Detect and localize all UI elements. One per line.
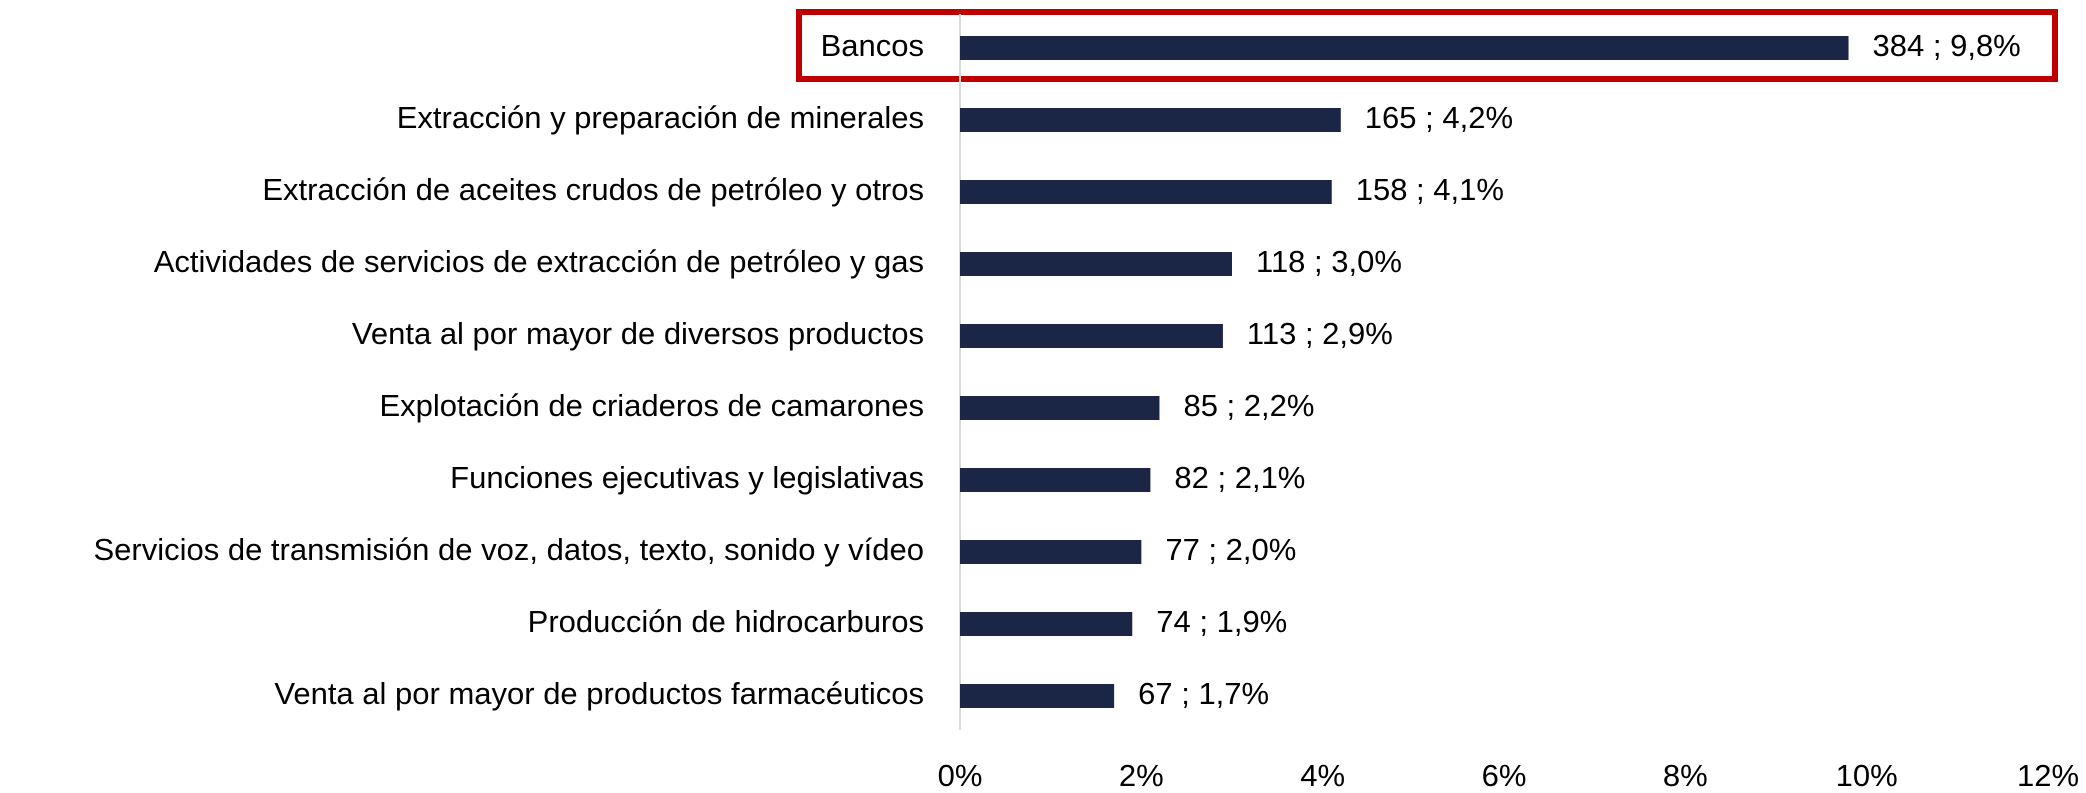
y-tick-label: Funciones ejecutivas y legislativas [450,460,924,495]
y-tick-label: Venta al por mayor de productos farmacéu… [274,676,924,711]
data-label: 165 ; 4,2% [1365,100,1513,135]
data-label: 158 ; 4,1% [1356,172,1504,207]
data-label: 118 ; 3,0% [1256,244,1402,279]
bar [960,324,1223,348]
bar [960,468,1151,492]
y-tick-label: Explotación de criaderos de camarones [379,388,924,423]
x-tick-label: 0% [938,758,983,793]
y-tick-label: Venta al por mayor de diversos productos [352,316,924,351]
data-label: 113 ; 2,9% [1247,316,1393,351]
bar [960,684,1115,708]
x-tick-label: 4% [1300,758,1345,793]
y-tick-label: Extracción y preparación de minerales [397,100,924,135]
y-tick-label: Actividades de servicios de extracción d… [154,244,924,279]
bar [960,252,1232,276]
data-label: 77 ; 2,0% [1165,532,1296,567]
bar [960,612,1133,636]
data-label: 384 ; 9,8% [1873,28,2021,63]
bar [960,180,1332,204]
y-tick-label: Bancos [821,28,924,63]
x-tick-label: 8% [1663,758,1708,793]
x-tick-label: 12% [2017,758,2079,793]
data-label: 67 ; 1,7% [1138,676,1269,711]
x-tick-label: 6% [1482,758,1527,793]
bar [960,396,1160,420]
bar [960,108,1341,132]
x-tick-label: 10% [1836,758,1898,793]
data-label: 85 ; 2,2% [1183,388,1314,423]
x-tick-label: 2% [1119,758,1164,793]
data-label: 74 ; 1,9% [1156,604,1287,639]
highlight-box [796,9,2058,82]
bar [960,36,1849,60]
y-tick-label: Servicios de transmisión de voz, datos, … [93,532,924,567]
y-tick-label: Producción de hidrocarburos [528,604,924,639]
bar [960,540,1142,564]
y-tick-label: Extracción de aceites crudos de petróleo… [262,172,924,207]
data-label: 82 ; 2,1% [1174,460,1305,495]
